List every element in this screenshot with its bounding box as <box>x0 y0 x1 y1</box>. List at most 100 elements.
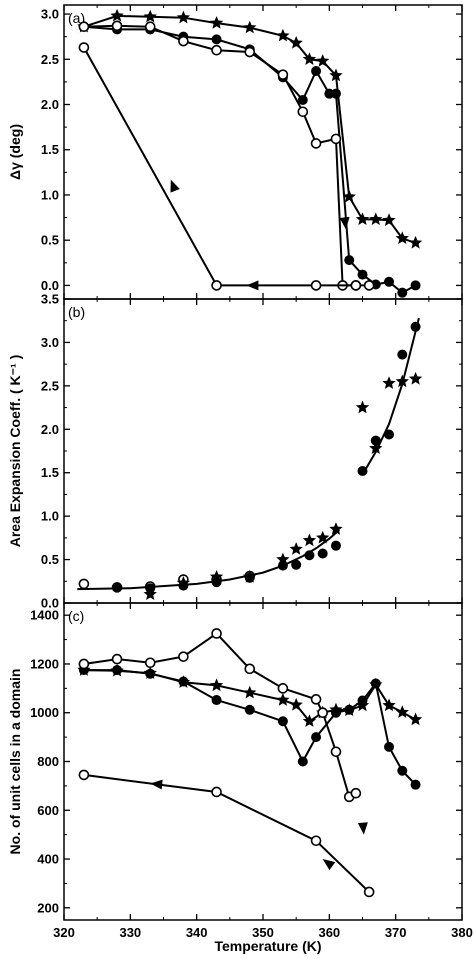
data-point <box>176 10 191 24</box>
data-point <box>276 552 290 566</box>
y-tick-label: 1.0 <box>41 509 59 524</box>
data-point <box>395 231 409 245</box>
data-point <box>211 280 222 291</box>
data-point <box>397 349 408 360</box>
data-point <box>410 779 421 790</box>
x-tick-label: 350 <box>252 925 274 940</box>
data-point <box>276 693 290 706</box>
data-point <box>297 756 308 767</box>
data-point <box>355 400 370 414</box>
data-point <box>78 658 90 670</box>
data-point <box>370 435 381 446</box>
y-tick-label: 600 <box>37 803 59 818</box>
data-point <box>350 280 362 291</box>
series-line <box>83 632 357 799</box>
data-point <box>78 578 90 590</box>
data-point <box>382 698 396 712</box>
data-point <box>304 550 315 561</box>
data-point <box>363 280 375 291</box>
fit-line <box>361 317 420 476</box>
data-point <box>78 42 90 53</box>
data-point <box>395 374 409 388</box>
y-tick-label: 0.5 <box>41 552 59 567</box>
data-point <box>211 695 222 706</box>
data-point <box>243 20 257 34</box>
series-line <box>83 773 370 893</box>
data-point <box>291 559 302 570</box>
data-point <box>370 678 381 689</box>
data-point <box>330 133 342 145</box>
direction-arrow <box>322 859 336 871</box>
data-point <box>363 886 375 898</box>
data-point <box>209 16 224 29</box>
data-point <box>78 21 90 33</box>
series-line <box>83 24 356 287</box>
data-point <box>302 52 317 65</box>
data-point <box>302 533 317 547</box>
data-point <box>244 704 255 715</box>
series-line <box>83 669 417 786</box>
data-point <box>244 663 256 675</box>
data-point <box>369 212 383 226</box>
data-point <box>209 678 224 692</box>
y-tick-label: 1000 <box>30 705 59 720</box>
data-point <box>410 321 421 332</box>
x-tick-label: 360 <box>318 925 340 940</box>
y-tick-label: 3.5 <box>41 292 59 307</box>
data-point <box>277 683 289 694</box>
data-point <box>111 653 123 665</box>
data-point <box>211 786 222 798</box>
panel-label: (a) <box>68 10 85 26</box>
x-tick-label: 330 <box>119 925 141 940</box>
data-point <box>277 69 289 80</box>
direction-arrow <box>246 280 259 291</box>
x-axis-title: Temperature (K) <box>214 938 321 954</box>
data-point <box>316 530 330 544</box>
data-point <box>289 697 303 711</box>
data-point <box>357 695 368 706</box>
data-point <box>317 548 328 559</box>
data-point <box>277 716 288 727</box>
data-point <box>310 835 322 847</box>
data-point <box>344 255 355 266</box>
data-point <box>243 685 257 699</box>
plot-frame <box>63 298 463 604</box>
y-tick-label: 1400 <box>30 608 59 623</box>
x-tick-label: 370 <box>385 925 407 940</box>
data-point <box>382 213 396 226</box>
panel-b: 0.0 0.5 1.0 1.5 2.0 2.5 3.0 3.5 (b) Area Expansio… <box>7 292 463 611</box>
data-point <box>276 28 290 42</box>
data-point <box>178 651 189 662</box>
data-point <box>342 189 356 203</box>
data-point <box>302 714 317 727</box>
data-point <box>317 707 329 719</box>
data-point <box>344 704 355 715</box>
plot-frame <box>63 4 463 300</box>
plot-frame <box>63 602 463 921</box>
fit-line <box>77 529 340 591</box>
y-tick-label: 0.5 <box>41 233 59 248</box>
data-point <box>350 787 362 799</box>
data-point <box>244 46 256 58</box>
y-tick-label: 2.5 <box>41 378 59 393</box>
x-tick-label: 340 <box>186 925 208 940</box>
data-point <box>112 582 123 593</box>
panel-c: 200 400 600 800 1000 1200 1400 (c) No. of unit c… <box>7 602 463 921</box>
panel-a: 0.0 0.5 1.0 1.5 2.0 2.5 3.0 (a) Δγ (deg) <box>7 4 463 300</box>
y-tick-label: 2.0 <box>41 422 59 437</box>
data-point <box>176 576 191 589</box>
y-axis-title: No. of unit cells in a domain <box>7 669 23 855</box>
data-point <box>382 376 396 389</box>
data-point <box>395 705 409 718</box>
data-point <box>111 20 123 32</box>
data-point <box>329 522 343 535</box>
data-point <box>316 54 330 67</box>
panel-label: (c) <box>68 608 84 624</box>
data-point <box>297 106 309 118</box>
data-point <box>311 732 322 743</box>
data-point <box>144 657 156 669</box>
data-point <box>289 35 303 49</box>
y-tick-label: 1200 <box>30 656 59 671</box>
panel-label: (b) <box>68 304 85 320</box>
data-point <box>384 276 395 287</box>
